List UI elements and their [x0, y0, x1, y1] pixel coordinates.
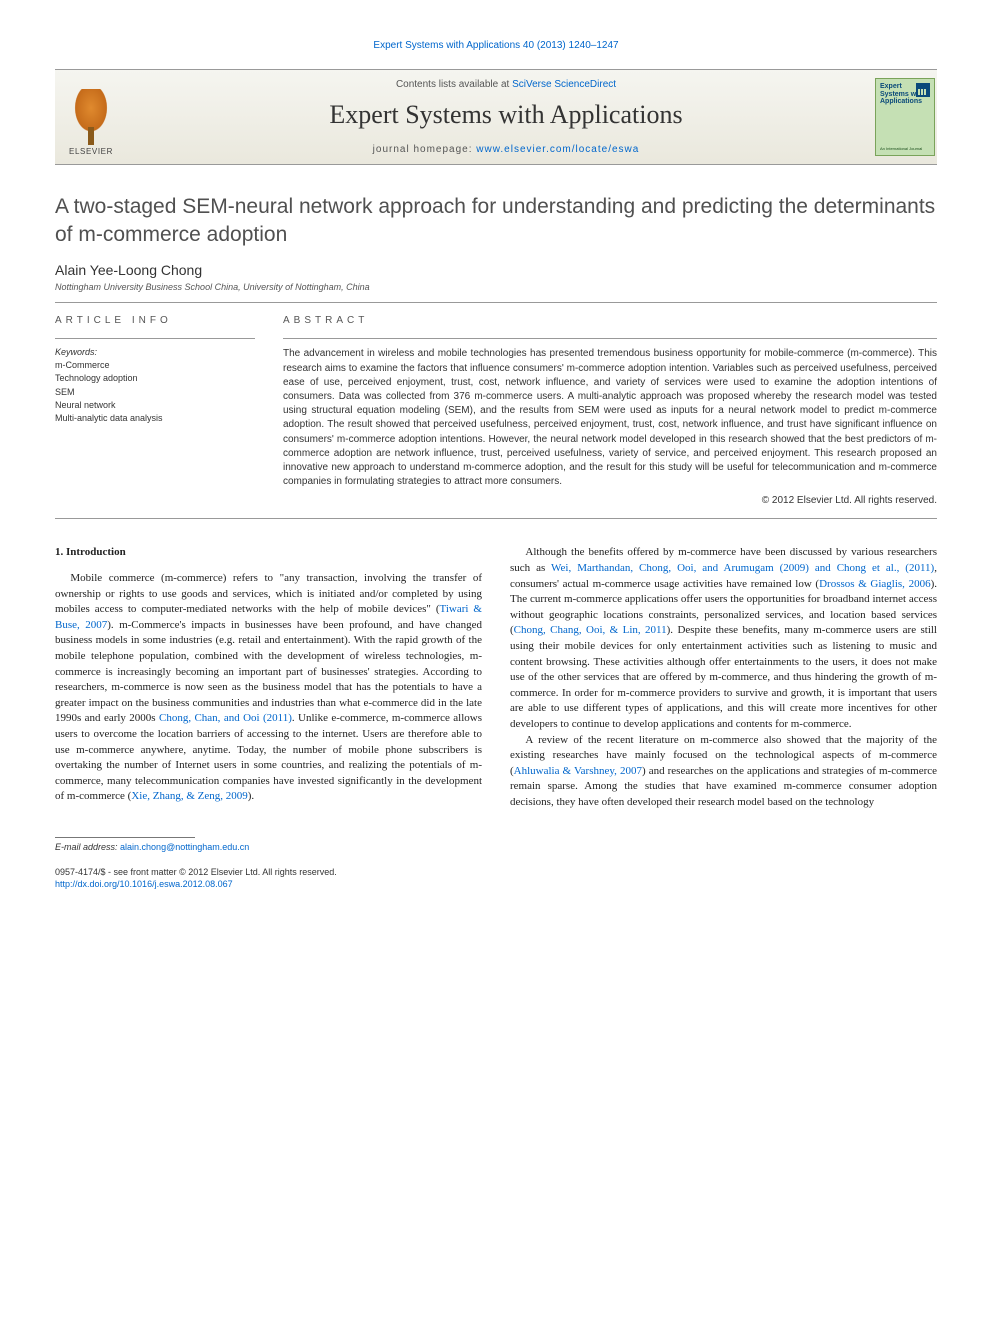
citation-link[interactable]: Wei, Marthandan, Chong, Ooi, and Arumuga… [551, 562, 934, 574]
citation-link[interactable]: Chong, Chan, and Ooi (2011) [159, 712, 292, 724]
text: ). Despite these benefits, many m-commer… [510, 624, 937, 730]
homepage-prefix: journal homepage: [373, 144, 477, 155]
article-info-heading: article info [55, 315, 255, 326]
divider [55, 302, 937, 303]
text: ). [248, 790, 254, 802]
paragraph: Mobile commerce (m-commerce) refers to "… [55, 571, 482, 805]
keyword: Multi-analytic data analysis [55, 412, 255, 425]
contents-prefix: Contents lists available at [396, 79, 512, 90]
author-affiliation: Nottingham University Business School Ch… [55, 282, 937, 292]
publisher-logo: ELSEVIER [57, 78, 125, 156]
contents-list-line: Contents lists available at SciVerse Sci… [137, 79, 875, 90]
journal-homepage-line: journal homepage: www.elsevier.com/locat… [137, 144, 875, 155]
cover-subtitle: An International Journal [880, 147, 922, 151]
elsevier-tree-icon [67, 89, 115, 143]
keyword: Neural network [55, 399, 255, 412]
email-label: E-mail address: [55, 842, 120, 852]
abstract-copyright: © 2012 Elsevier Ltd. All rights reserved… [283, 495, 937, 506]
text: . Unlike e-commerce, m-commerce allows u… [55, 712, 482, 802]
divider [283, 338, 937, 339]
text: Mobile commerce (m-commerce) refers to "… [55, 572, 482, 615]
divider [55, 518, 937, 519]
email-link[interactable]: alain.chong@nottingham.edu.cn [120, 842, 249, 852]
text: ). m-Commerce's impacts in businesses ha… [55, 619, 482, 725]
doi-link[interactable]: http://dx.doi.org/10.1016/j.eswa.2012.08… [55, 879, 233, 889]
keywords-label: Keywords: [55, 347, 255, 357]
article-title: A two-staged SEM-neural network approach… [55, 193, 937, 248]
meta-abstract-row: article info Keywords: m-Commerce Techno… [55, 315, 937, 506]
journal-name: Expert Systems with Applications [137, 100, 875, 130]
author-name: Alain Yee-Loong Chong [55, 262, 937, 278]
citation-line: Expert Systems with Applications 40 (201… [55, 40, 937, 51]
header-center: Contents lists available at SciVerse Sci… [137, 79, 875, 155]
article-info-column: article info Keywords: m-Commerce Techno… [55, 315, 255, 506]
keyword: Technology adoption [55, 372, 255, 385]
publisher-name: ELSEVIER [69, 147, 113, 156]
sciencedirect-link[interactable]: SciVerse ScienceDirect [512, 79, 616, 90]
keyword: m-Commerce [55, 359, 255, 372]
issn-line: 0957-4174/$ - see front matter © 2012 El… [55, 866, 937, 878]
divider [55, 338, 255, 339]
footer: E-mail address: alain.chong@nottingham.e… [55, 837, 937, 890]
abstract-heading: abstract [283, 315, 937, 326]
footnote-rule [55, 837, 195, 838]
article-body: 1. Introduction Mobile commerce (m-comme… [55, 545, 937, 810]
citation-link[interactable]: Drossos & Giaglis, 2006 [819, 578, 930, 590]
journal-cover-thumbnail: Expert Systems with Applications An Inte… [875, 78, 935, 156]
paragraph: Although the benefits offered by m-comme… [510, 545, 937, 732]
footer-copyright: 0957-4174/$ - see front matter © 2012 El… [55, 866, 937, 890]
journal-header: ELSEVIER Contents lists available at Sci… [55, 69, 937, 165]
citation-link[interactable]: Xie, Zhang, & Zeng, 2009 [131, 790, 247, 802]
corresponding-email: E-mail address: alain.chong@nottingham.e… [55, 842, 937, 852]
keyword: SEM [55, 386, 255, 399]
abstract-column: abstract The advancement in wireless and… [283, 315, 937, 506]
citation-link[interactable]: Chong, Chang, Ooi, & Lin, 2011 [514, 624, 667, 636]
citation-link[interactable]: Ahluwalia & Varshney, 2007 [514, 765, 642, 777]
journal-homepage-link[interactable]: www.elsevier.com/locate/eswa [476, 144, 639, 155]
abstract-text: The advancement in wireless and mobile t… [283, 347, 937, 489]
section-heading: 1. Introduction [55, 545, 482, 561]
cover-chart-icon [916, 83, 930, 97]
paragraph: A review of the recent literature on m-c… [510, 733, 937, 811]
